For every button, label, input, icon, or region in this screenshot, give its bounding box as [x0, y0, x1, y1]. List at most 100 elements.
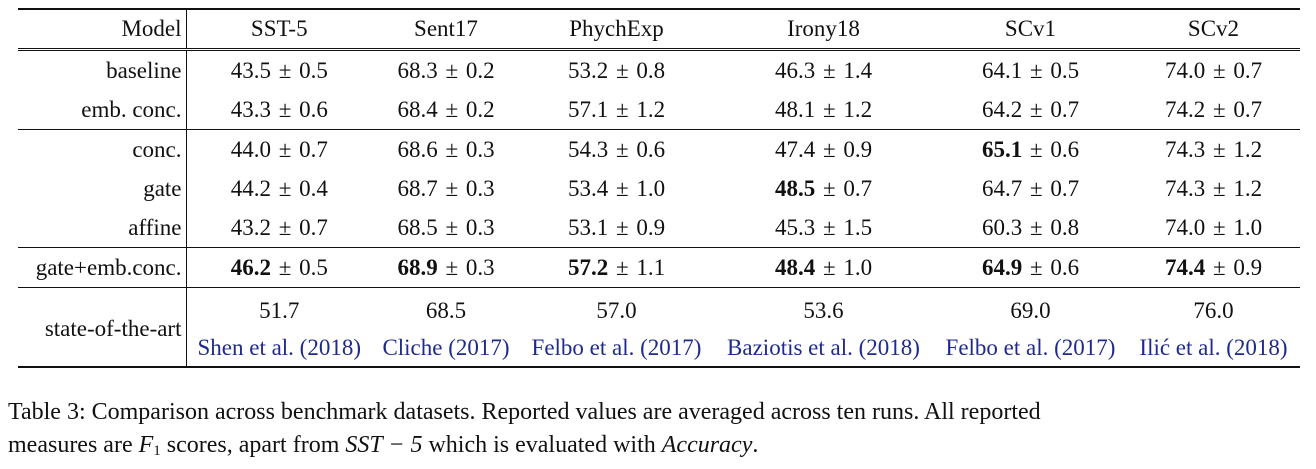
score-cell: 43.5 ± 0.5 [186, 48, 372, 90]
score-std: 0.5 [299, 57, 328, 83]
score-cell: 53.2 ± 0.8 [520, 48, 713, 90]
score-std: 0.2 [465, 57, 495, 83]
sota-citations-row: Shen et al. (2018) Cliche (2017) Felbo e… [18, 330, 1300, 368]
plus-minus-symbol: ± [615, 254, 629, 280]
score-cell: 57.2 ± 1.1 [520, 247, 713, 288]
score-cell: 46.3 ± 1.4 [713, 48, 934, 90]
plus-minus-symbol: ± [615, 57, 629, 83]
plus-minus-symbol: ± [822, 96, 836, 122]
score-cell: 68.4 ± 0.2 [372, 90, 520, 130]
plus-minus-symbol: ± [278, 136, 292, 162]
score-std: 1.1 [636, 254, 666, 280]
score-cell: 48.4 ± 1.0 [713, 247, 934, 288]
plus-minus-symbol: ± [278, 214, 292, 240]
row-model-label: conc. [18, 129, 187, 169]
citation-link[interactable]: Cliche (2017) [372, 330, 520, 368]
header-row: Model SST-5 Sent17 PhychExp Irony18 SCv1… [18, 8, 1300, 50]
plus-minus-symbol: ± [445, 57, 459, 83]
plus-minus-symbol: ± [822, 175, 836, 201]
score-cell: 64.2 ± 0.7 [934, 90, 1127, 130]
score-mean: 64.1 [981, 57, 1023, 83]
score-cell: 53.4 ± 1.0 [520, 169, 713, 208]
score-cell: 64.9 ± 0.6 [934, 247, 1127, 288]
plus-minus-symbol: ± [445, 175, 459, 201]
header-col-scv2: SCv2 [1127, 8, 1300, 50]
score-mean: 44.0 [230, 136, 271, 162]
row-model-label: emb. conc. [18, 90, 187, 130]
score-cell: 74.3 ± 1.2 [1127, 129, 1300, 169]
score-mean: 57.1 [567, 96, 609, 122]
score-cell: 48.1 ± 1.2 [713, 90, 934, 130]
score-mean: 53.4 [567, 175, 609, 201]
score-mean: 74.3 [1164, 136, 1206, 162]
plus-minus-symbol: ± [1212, 175, 1226, 201]
citation-link[interactable]: Ilić et al. (2018) [1127, 330, 1300, 368]
score-cell: 74.0 ± 1.0 [1127, 208, 1300, 248]
score-cell: 68.5 ± 0.3 [372, 208, 520, 248]
score-std: 0.3 [465, 175, 495, 201]
score-cell: 44.2 ± 0.4 [186, 169, 372, 208]
score-std: 1.0 [843, 254, 873, 280]
score-mean: 68.7 [397, 175, 438, 201]
caption-math-sub: 1 [153, 443, 161, 459]
citation-link[interactable]: Shen et al. (2018) [186, 330, 372, 368]
results-table: Model SST-5 Sent17 PhychExp Irony18 SCv1… [18, 8, 1300, 368]
table-row: conc. 44.0 ± 0.7 68.6 ± 0.3 54.3 ± 0.6 47.4 … [18, 129, 1300, 169]
score-cell: 64.7 ± 0.7 [934, 169, 1127, 208]
sota-value: 53.6 [713, 287, 934, 330]
sota-value: 68.5 [372, 287, 520, 330]
score-cell: 74.4 ± 0.9 [1127, 247, 1300, 288]
score-cell: 46.2 ± 0.5 [186, 247, 372, 288]
score-mean: 48.1 [774, 96, 816, 122]
score-std: 0.5 [299, 254, 328, 280]
score-cell: 68.6 ± 0.3 [372, 129, 520, 169]
caption-text: scores, apart from [160, 432, 346, 458]
header-col-phychexp: PhychExp [520, 8, 713, 50]
score-std: 0.6 [1050, 136, 1080, 162]
sota-label: state-of-the-art [18, 287, 187, 367]
score-cell: 74.0 ± 0.7 [1127, 48, 1300, 90]
score-cell: 74.2 ± 0.7 [1127, 90, 1300, 130]
score-mean: 48.4 [774, 254, 816, 280]
plus-minus-symbol: ± [445, 254, 459, 280]
caption-text: measures are [8, 432, 139, 458]
score-std: 0.5 [1050, 57, 1080, 83]
row-model-label: gate [18, 169, 187, 208]
caption-math-sst: SST − 5 [345, 432, 423, 458]
score-mean: 64.7 [981, 175, 1023, 201]
score-std: 1.2 [1233, 136, 1263, 162]
citation-link[interactable]: Baziotis et al. (2018) [713, 330, 934, 368]
caption-line-2: measures are F1 scores, apart from SST −… [8, 429, 1308, 468]
score-std: 0.7 [843, 175, 873, 201]
score-mean: 46.2 [230, 254, 271, 280]
score-mean: 68.4 [397, 96, 438, 122]
score-std: 0.6 [1050, 254, 1080, 280]
plus-minus-symbol: ± [1029, 175, 1043, 201]
score-mean: 74.0 [1164, 57, 1206, 83]
score-mean: 68.9 [397, 254, 438, 280]
score-std: 0.7 [299, 136, 328, 162]
score-cell: 74.3 ± 1.2 [1127, 169, 1300, 208]
score-cell: 44.0 ± 0.7 [186, 129, 372, 169]
state-of-the-art-block: state-of-the-art 51.7 68.5 57.0 53.6 69.… [18, 287, 1300, 368]
score-std: 0.4 [299, 175, 328, 201]
sota-values-row: state-of-the-art 51.7 68.5 57.0 53.6 69.… [18, 287, 1300, 367]
score-mean: 45.3 [774, 214, 816, 240]
plus-minus-symbol: ± [1212, 57, 1226, 83]
score-cell: 57.1 ± 1.2 [520, 90, 713, 130]
score-std: 0.8 [636, 57, 666, 83]
table-row: gate+emb.conc. 46.2 ± 0.5 68.9 ± 0.3 57.2 ±… [18, 247, 1300, 288]
plus-minus-symbol: ± [822, 136, 836, 162]
row-model-label: affine [18, 208, 187, 248]
citation-link[interactable]: Felbo et al. (2017) [520, 330, 713, 368]
score-mean: 74.4 [1164, 254, 1206, 280]
score-std: 1.2 [843, 96, 873, 122]
citation-link[interactable]: Felbo et al. (2017) [934, 330, 1127, 368]
score-cell: 60.3 ± 0.8 [934, 208, 1127, 248]
score-cell: 43.3 ± 0.6 [186, 90, 372, 130]
score-mean: 64.2 [981, 96, 1023, 122]
plus-minus-symbol: ± [615, 214, 629, 240]
score-mean: 57.2 [567, 254, 609, 280]
score-mean: 68.3 [397, 57, 438, 83]
score-std: 1.5 [843, 214, 873, 240]
